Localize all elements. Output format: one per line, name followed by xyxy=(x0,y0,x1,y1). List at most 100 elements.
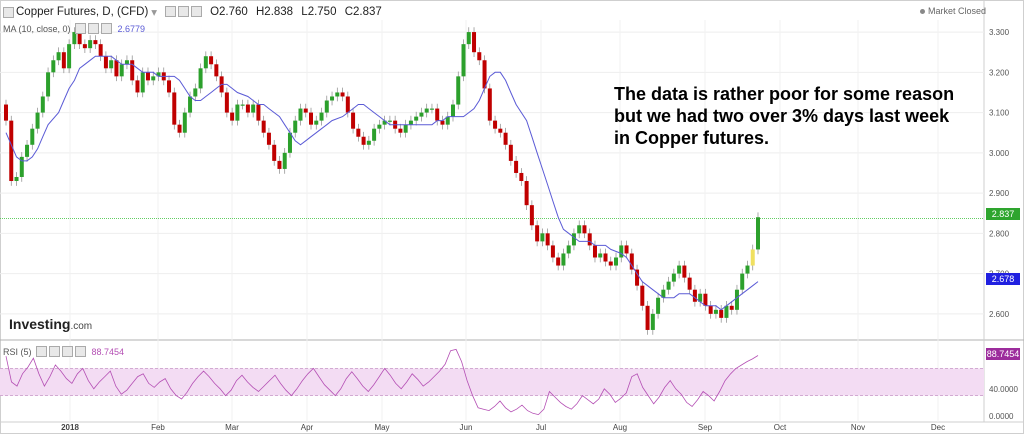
candle-body xyxy=(182,112,187,133)
settings-icons[interactable] xyxy=(165,6,204,18)
candle-body xyxy=(445,116,450,125)
y-tick-label: 3.000 xyxy=(989,149,1010,158)
chevron-down-icon[interactable]: ▾ xyxy=(151,7,158,19)
candle-body xyxy=(435,108,440,121)
candle-body xyxy=(734,289,739,310)
candle-body xyxy=(440,120,445,125)
candle-body xyxy=(587,233,592,246)
candle-body xyxy=(235,104,240,121)
investing-logo: Investing.com xyxy=(9,316,92,332)
candle-body xyxy=(214,64,219,77)
candle-body xyxy=(719,309,724,318)
rsi-label: RSI (5) xyxy=(3,346,32,357)
candle-body xyxy=(25,144,30,157)
candle-body xyxy=(67,44,72,69)
x-tick-label: Sep xyxy=(698,423,713,432)
rsi-price-badge: 88.7454 xyxy=(986,348,1020,360)
candle-body xyxy=(713,309,718,314)
candle-body xyxy=(19,156,24,177)
market-status: Market Closed xyxy=(919,6,986,16)
candle-body xyxy=(503,132,508,145)
candle-body xyxy=(309,112,314,125)
ma-settings-icons[interactable] xyxy=(74,23,114,35)
candle-body xyxy=(424,108,429,113)
candle-body xyxy=(124,60,129,65)
low-value: L2.750 xyxy=(301,6,337,18)
candle-body xyxy=(82,44,87,49)
candle-body xyxy=(135,80,140,93)
close-value: C2.837 xyxy=(344,6,382,18)
x-tick-label: May xyxy=(374,423,389,432)
candle-body xyxy=(708,305,713,314)
ma-price-badge: 2.678 xyxy=(986,273,1020,285)
candle-body xyxy=(614,257,619,266)
candle-body xyxy=(14,176,19,182)
candle-body xyxy=(298,108,303,121)
candle-body xyxy=(114,60,119,77)
candle-body xyxy=(477,52,482,61)
candle-body xyxy=(330,96,335,101)
candle-body xyxy=(461,44,466,77)
candle-body xyxy=(198,68,203,89)
candle-body xyxy=(414,116,419,121)
candle-body xyxy=(640,285,645,306)
candle-body xyxy=(403,124,408,133)
candle-body xyxy=(245,104,250,113)
logo-suffix: .com xyxy=(70,321,93,332)
candle-body xyxy=(224,92,229,113)
y-tick-label: 2.900 xyxy=(989,189,1010,198)
last-price-badge: 2.837 xyxy=(986,208,1020,220)
candle-body xyxy=(361,136,366,145)
candle-body xyxy=(703,293,708,306)
candle-body xyxy=(9,120,14,182)
x-tick-label: Jul xyxy=(536,423,546,432)
ma-label: MA (10, close, 0) xyxy=(3,23,71,34)
chart-header: Copper Futures, D, (CFD) ▾ O2.760 H2.838… xyxy=(3,3,387,21)
candle-body xyxy=(119,64,124,77)
candle-body xyxy=(103,56,108,69)
candle-body xyxy=(251,104,256,113)
candle-body xyxy=(408,120,413,125)
candle-body xyxy=(666,281,671,290)
candle-body xyxy=(556,257,561,266)
candle-body xyxy=(98,44,103,57)
candle-body xyxy=(193,88,198,97)
candle-body xyxy=(529,205,534,226)
x-tick-label: Apr xyxy=(301,423,314,432)
y-tick-label: 2.800 xyxy=(989,229,1010,238)
candle-body xyxy=(519,172,524,182)
rsi-settings-icons[interactable] xyxy=(35,346,88,358)
candle-body xyxy=(130,60,135,81)
candle-body xyxy=(172,92,177,125)
candle-body xyxy=(498,128,503,133)
candle-body xyxy=(88,40,93,49)
candle-body xyxy=(35,112,40,129)
candle-body xyxy=(72,32,77,45)
candle-body xyxy=(61,52,66,69)
candle-body xyxy=(661,289,666,298)
candle-body xyxy=(729,305,734,310)
candle-body xyxy=(598,253,603,258)
candle-body xyxy=(756,217,760,250)
candle-body xyxy=(645,305,650,330)
candle-body xyxy=(545,233,550,246)
x-tick-label: 2018 xyxy=(61,423,79,432)
y-tick-label: 2.600 xyxy=(989,310,1010,319)
candle-body xyxy=(272,144,277,161)
candle-body xyxy=(372,128,377,141)
collapse-icon[interactable] xyxy=(3,6,14,18)
candle-body xyxy=(51,60,56,73)
candle-body xyxy=(287,132,292,153)
candle-body xyxy=(303,108,308,113)
candle-body xyxy=(629,253,634,270)
symbol-title: Copper Futures, D, (CFD) xyxy=(16,6,149,18)
candle-body xyxy=(140,72,145,93)
candle-body xyxy=(345,96,350,113)
candle-body xyxy=(377,124,382,129)
candle-body xyxy=(582,225,587,234)
candle-body xyxy=(592,245,597,258)
candle-body xyxy=(635,269,640,286)
candle-body xyxy=(429,108,434,110)
market-status-text: Market Closed xyxy=(927,6,986,16)
